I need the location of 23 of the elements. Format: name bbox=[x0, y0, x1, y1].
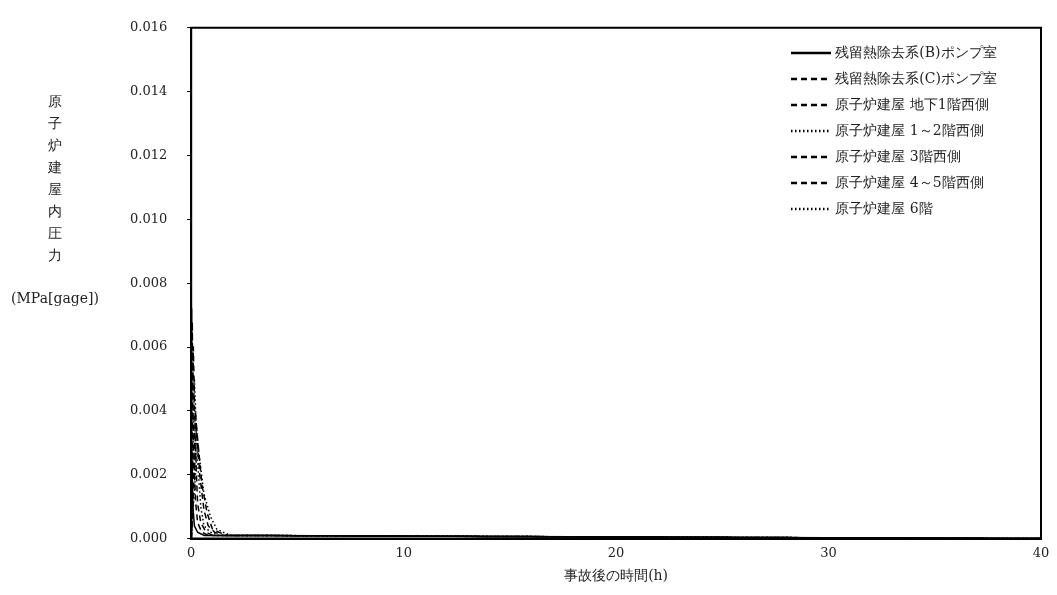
x-axis-title: 事故後の時間(h) bbox=[564, 567, 669, 584]
y-tick-label: 0.012 bbox=[130, 146, 168, 162]
text: 原子炉建屋内圧力 (MPa[gage]) bbox=[11, 93, 99, 306]
y-tick-label: 0.014 bbox=[130, 83, 168, 99]
y-tick-label: 0.002 bbox=[130, 466, 168, 482]
y-tick-label: 0.006 bbox=[130, 338, 168, 354]
legend-label: 残留熱除去系(C)ポンプ室 bbox=[835, 70, 997, 88]
y-tick-label: 0.004 bbox=[130, 402, 168, 418]
x-tick-label: 10 bbox=[395, 544, 412, 560]
x-tick-label: 0 bbox=[187, 544, 196, 560]
legend-label: 原子炉建屋 6階 bbox=[835, 200, 933, 218]
legend-label: 原子炉建屋 3階西側 bbox=[835, 148, 961, 166]
legend-label: 原子炉建屋 地下1階西側 bbox=[835, 96, 989, 114]
legend-label: 原子炉建屋 1～2階西側 bbox=[835, 122, 984, 140]
legend-label: 残留熱除去系(B)ポンプ室 bbox=[835, 44, 997, 62]
x-tick-label: 30 bbox=[820, 544, 837, 560]
x-tick-label: 40 bbox=[1032, 544, 1050, 560]
y-tick-label: 0.016 bbox=[130, 19, 168, 35]
y-tick-label: 0.008 bbox=[130, 274, 168, 290]
x-tick-label: 20 bbox=[607, 544, 625, 560]
y-tick-label: 0.010 bbox=[130, 210, 168, 226]
y-tick-label: 0.000 bbox=[130, 529, 168, 545]
legend-label: 原子炉建屋 4～5階西側 bbox=[835, 174, 984, 192]
